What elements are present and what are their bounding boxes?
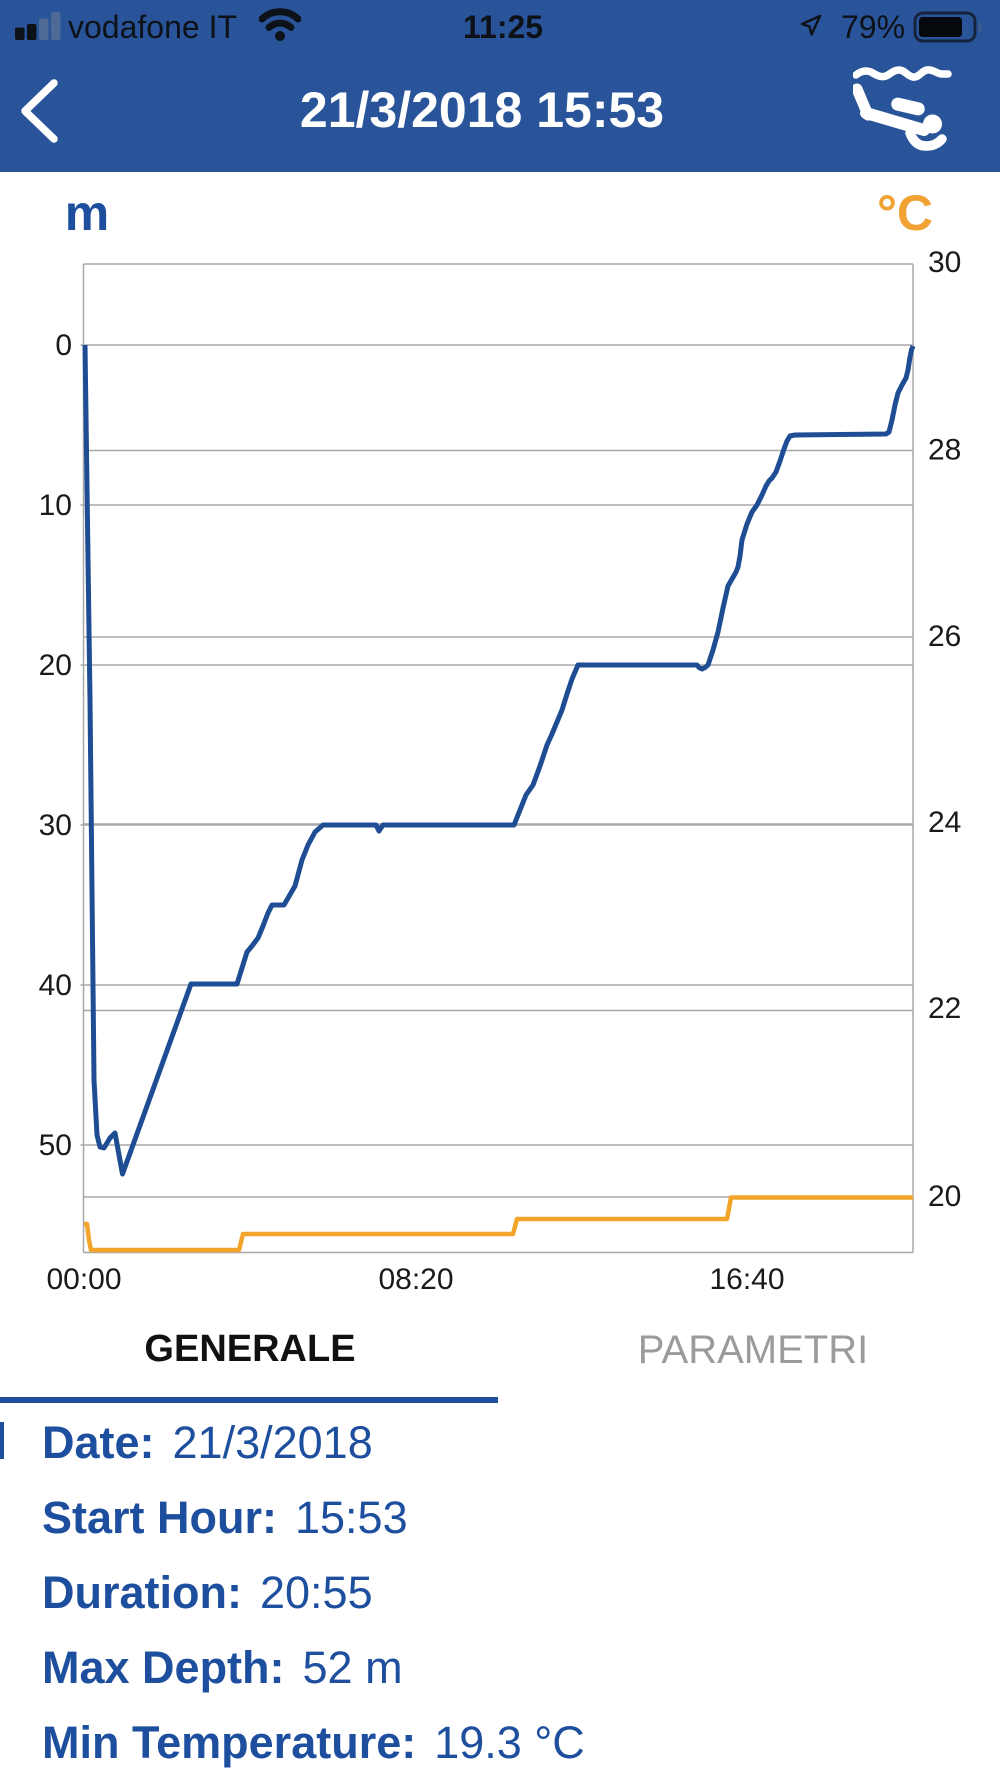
svg-text:20: 20 <box>39 649 72 682</box>
svg-text:40: 40 <box>39 969 72 1002</box>
svg-text:28: 28 <box>928 434 961 467</box>
svg-text:16:40: 16:40 <box>709 1263 784 1296</box>
svg-text:m: m <box>65 185 109 241</box>
svg-text:00:00: 00:00 <box>46 1263 121 1296</box>
svg-text:°C: °C <box>877 185 933 241</box>
svg-text:30: 30 <box>39 809 72 842</box>
svg-text:30: 30 <box>928 246 961 279</box>
svg-text:50: 50 <box>39 1129 72 1162</box>
svg-text:08:20: 08:20 <box>378 1263 453 1296</box>
svg-text:0: 0 <box>55 329 72 362</box>
svg-text:26: 26 <box>928 620 961 653</box>
svg-text:24: 24 <box>928 806 961 839</box>
svg-text:10: 10 <box>39 489 72 522</box>
svg-text:22: 22 <box>928 992 961 1025</box>
svg-text:20: 20 <box>928 1180 961 1213</box>
